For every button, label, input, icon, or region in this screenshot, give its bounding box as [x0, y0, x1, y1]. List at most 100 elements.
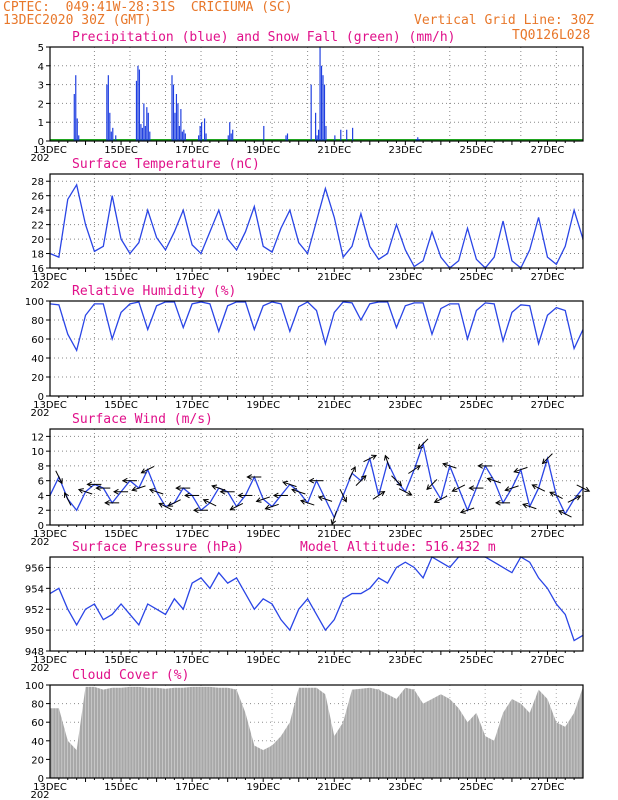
precip-bar: [417, 137, 419, 141]
x-tick-label: 17DEC: [175, 400, 209, 411]
precip-bar: [184, 133, 186, 141]
wind-arrow-head: [229, 505, 236, 511]
panel-humidity: [46, 300, 584, 400]
x-tick-label: 27DEC: [531, 655, 565, 666]
wind-arrow-head: [433, 497, 440, 503]
wind-arrow-head: [442, 462, 449, 468]
x-tick-label: 27DEC: [531, 145, 565, 156]
precip-bar: [286, 133, 289, 141]
wind-arrow: [211, 485, 226, 491]
y-tick-label: 60: [31, 718, 44, 729]
precip-bar: [285, 135, 287, 141]
precip-bar: [263, 125, 265, 141]
precip-bar: [418, 139, 420, 141]
wind-arrow-head: [531, 484, 538, 490]
y-tick-label: 8: [38, 462, 44, 473]
x-tick-label: 15DEC: [104, 655, 138, 666]
precip-bar: [78, 135, 80, 141]
precip-bar: [203, 118, 206, 141]
wind-arrow-head: [459, 508, 466, 514]
x-tick-label: 17DEC: [175, 529, 209, 540]
panel-wind: [46, 428, 591, 529]
wind-arrow: [384, 455, 391, 470]
precip-bar: [180, 109, 182, 141]
y-tick-label: 952: [25, 605, 44, 616]
precip-bar: [352, 127, 354, 141]
x-tick-label: 19DEC: [246, 529, 280, 540]
y-tick-label: 10: [31, 447, 44, 458]
x-tick-label: 27DEC: [531, 272, 565, 283]
precip-bar: [198, 135, 200, 141]
wind-arrow: [434, 495, 448, 503]
wind-arrow: [203, 499, 217, 507]
wind-arrow-head: [246, 474, 252, 480]
x-tick-label: 23DEC: [388, 782, 422, 793]
wind-arrow: [398, 488, 412, 496]
precip-bar: [174, 112, 176, 141]
x-tick-label: 17DEC: [175, 782, 209, 793]
panel-title-cloud: Cloud Cover (%): [72, 668, 189, 683]
y-tick-label: 5: [38, 43, 44, 54]
x-tick-label: 13DEC: [33, 400, 67, 411]
x-tick-label: 19DEC: [246, 655, 280, 666]
x-tick-label: 21DEC: [317, 145, 351, 156]
wind-arrow-head: [308, 477, 315, 484]
wind-arrow-head: [272, 492, 279, 499]
precip-bar: [199, 125, 201, 141]
y-tick-label: 948: [25, 647, 44, 658]
precip-bar: [229, 122, 231, 141]
precip-bar: [146, 107, 148, 141]
grid-note: Vertical Grid Line: 30Z: [414, 13, 595, 28]
x-tick-label: 17DEC: [175, 272, 209, 283]
y-tick-label: 954: [25, 584, 44, 595]
x-tick-label: 23DEC: [388, 145, 422, 156]
wind-arrow: [363, 454, 377, 463]
wind-arrow: [55, 470, 63, 484]
wind-arrow: [408, 465, 421, 474]
wind-arrow-head: [140, 468, 147, 474]
wind-arrow: [460, 507, 475, 513]
x-tick-label: 25DEC: [460, 400, 494, 411]
precip-bar: [320, 65, 323, 141]
y-tick-label: 80: [31, 700, 44, 711]
wind-arrow-head: [202, 499, 209, 505]
y-tick-label: 80: [31, 316, 44, 327]
precip-bar: [322, 75, 324, 141]
precip-bar: [325, 125, 327, 141]
humidity-line: [49, 301, 584, 353]
precip-bar: [319, 47, 321, 141]
precip-bar: [415, 139, 417, 141]
precip-bar: [75, 75, 77, 141]
wind-arrow-head: [104, 500, 110, 506]
wind-arrow-head: [167, 501, 174, 507]
model-altitude-label: Model Altitude: 516.432 m: [300, 540, 496, 555]
y-tick-label: 0: [38, 392, 44, 403]
precip-bar: [346, 129, 348, 141]
y-tick-label: 24: [31, 206, 44, 217]
x-tick-label: 27DEC: [531, 529, 565, 540]
wind-arrow-head: [350, 466, 356, 473]
x-tick-label: 23DEC: [388, 400, 422, 411]
precip-bar: [144, 125, 146, 141]
wind-arrow: [532, 484, 546, 492]
panel-precip: [46, 46, 584, 145]
precip-bar: [178, 125, 180, 141]
precip-bar: [181, 131, 183, 141]
panel-frame: [49, 46, 584, 142]
wind-arrow-head: [264, 504, 271, 511]
y-tick-label: 12: [31, 432, 44, 443]
x-tick-label: 25DEC: [460, 145, 494, 156]
precip-bar: [171, 75, 173, 141]
precip-bar: [201, 122, 203, 141]
precip-bar: [73, 94, 75, 141]
precip-bar: [107, 75, 109, 141]
precip-bar: [140, 124, 142, 141]
precip-bar: [172, 84, 175, 141]
precip-bar: [227, 135, 229, 141]
y-tick-label: 2: [38, 506, 44, 517]
precip-bar: [315, 112, 317, 141]
precip-bar: [230, 133, 232, 141]
y-tick-label: 4: [38, 62, 44, 73]
wind-arrow-head: [299, 499, 306, 505]
